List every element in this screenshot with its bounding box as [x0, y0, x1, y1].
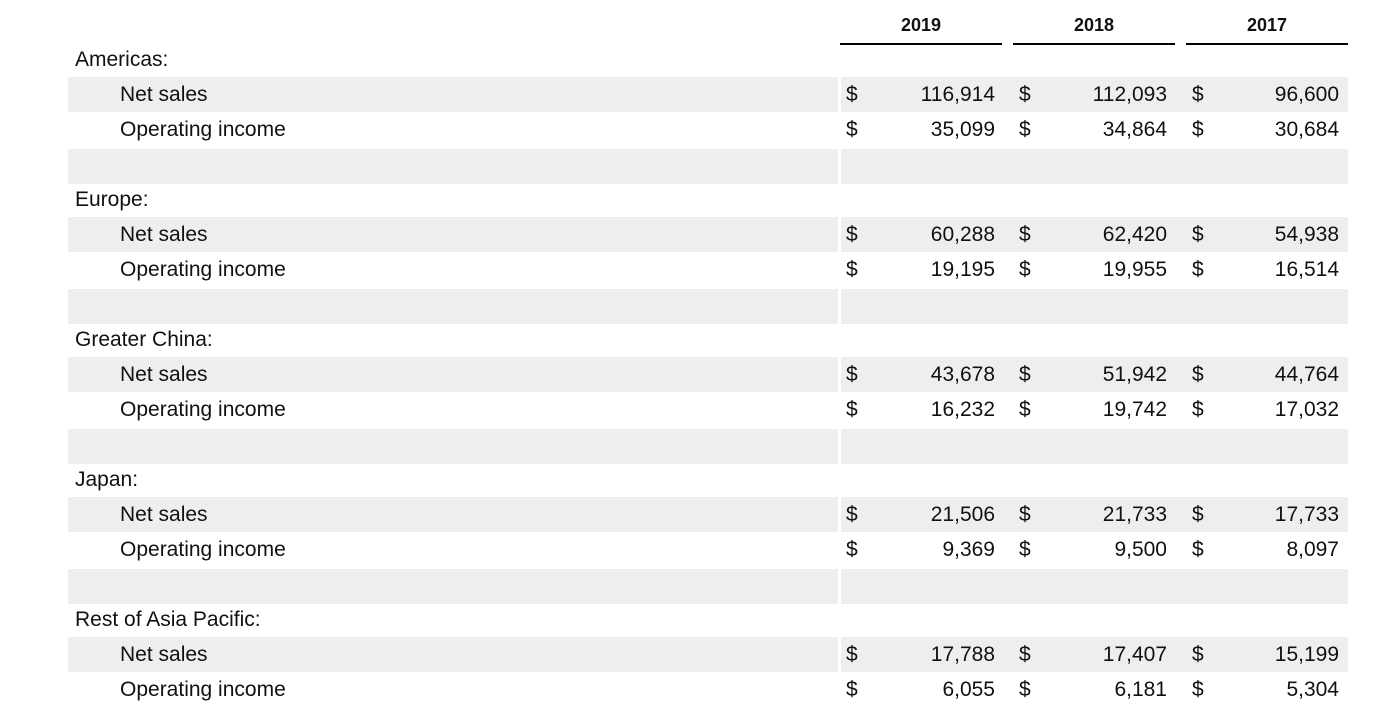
spacer-row — [68, 149, 1348, 184]
currency-symbol: $ — [1192, 223, 1204, 246]
row-label: Operating income — [120, 678, 286, 701]
currency-symbol: $ — [846, 258, 858, 281]
row-label: Operating income — [120, 118, 286, 141]
currency-symbol: $ — [1019, 503, 1031, 526]
value-2019: 43,678 — [930, 363, 995, 386]
currency-symbol: $ — [846, 678, 858, 701]
table-row: Net sales $ 60,288 $ 62,420 $ 54,938 — [68, 217, 1348, 252]
table-row: Operating income $ 9,369 $ 9,500 $ 8,097 — [68, 532, 1348, 567]
currency-symbol: $ — [1019, 83, 1031, 106]
currency-symbol: $ — [846, 503, 858, 526]
currency-symbol: $ — [846, 643, 858, 666]
region-heading-row: Japan: — [68, 462, 1348, 497]
value-2018: 6,181 — [1114, 678, 1167, 701]
table-row: Operating income $ 35,099 $ 34,864 $ 30,… — [68, 112, 1348, 147]
row-label: Net sales — [120, 83, 208, 106]
value-2019: 35,099 — [930, 118, 995, 141]
currency-symbol: $ — [1019, 643, 1031, 666]
region-name: Japan: — [75, 468, 139, 491]
value-2019: 17,788 — [930, 643, 995, 666]
value-2017: 17,032 — [1274, 398, 1339, 421]
table-row: Operating income $ 16,232 $ 19,742 $ 17,… — [68, 392, 1348, 427]
row-label: Net sales — [120, 503, 208, 526]
region-name: Rest of Asia Pacific: — [75, 608, 261, 631]
value-2019: 9,369 — [942, 538, 995, 561]
value-2017: 5,304 — [1286, 678, 1339, 701]
spacer-row — [68, 429, 1348, 464]
region-name: Europe: — [75, 188, 149, 211]
currency-symbol: $ — [846, 83, 858, 106]
value-2018: 51,942 — [1102, 363, 1167, 386]
value-2018: 112,093 — [1092, 83, 1167, 106]
currency-symbol: $ — [1192, 118, 1204, 141]
row-label: Net sales — [120, 223, 208, 246]
value-2018: 17,407 — [1102, 643, 1167, 666]
currency-symbol: $ — [1192, 363, 1204, 386]
value-2017: 8,097 — [1286, 538, 1339, 561]
currency-symbol: $ — [846, 363, 858, 386]
value-2018: 19,955 — [1102, 258, 1167, 281]
row-label: Operating income — [120, 398, 286, 421]
value-2017: 15,199 — [1274, 643, 1339, 666]
currency-symbol: $ — [1192, 398, 1204, 421]
value-2018: 62,420 — [1102, 223, 1167, 246]
value-2018: 21,733 — [1102, 503, 1167, 526]
value-2019: 6,055 — [942, 678, 995, 701]
value-2019: 60,288 — [930, 223, 995, 246]
currency-symbol: $ — [1192, 678, 1204, 701]
value-2019: 116,914 — [920, 83, 995, 106]
column-header-2018: 2018 — [1013, 14, 1175, 45]
value-2019: 16,232 — [930, 398, 995, 421]
table-row: Operating income $ 19,195 $ 19,955 $ 16,… — [68, 252, 1348, 287]
row-label: Operating income — [120, 258, 286, 281]
currency-symbol: $ — [1019, 223, 1031, 246]
row-label: Net sales — [120, 643, 208, 666]
region-heading-row: Rest of Asia Pacific: — [68, 602, 1348, 637]
currency-symbol: $ — [846, 223, 858, 246]
table-row: Net sales $ 116,914 $ 112,093 $ 96,600 — [68, 77, 1348, 112]
region-heading-row: Americas: — [68, 42, 1348, 77]
row-label: Net sales — [120, 363, 208, 386]
region-heading-row: Greater China: — [68, 322, 1348, 357]
currency-symbol: $ — [846, 398, 858, 421]
row-label: Operating income — [120, 538, 286, 561]
column-header-2019: 2019 — [840, 14, 1002, 45]
currency-symbol: $ — [1019, 398, 1031, 421]
value-2017: 30,684 — [1274, 118, 1339, 141]
value-2017: 16,514 — [1274, 258, 1339, 281]
value-2019: 19,195 — [930, 258, 995, 281]
currency-symbol: $ — [1019, 538, 1031, 561]
currency-symbol: $ — [1192, 538, 1204, 561]
currency-symbol: $ — [1019, 363, 1031, 386]
currency-symbol: $ — [1192, 83, 1204, 106]
currency-symbol: $ — [1192, 503, 1204, 526]
spacer-row — [68, 569, 1348, 604]
value-2017: 17,733 — [1274, 503, 1339, 526]
region-name: Greater China: — [75, 328, 213, 351]
value-2017: 54,938 — [1274, 223, 1339, 246]
value-2018: 9,500 — [1114, 538, 1167, 561]
currency-symbol: $ — [1192, 258, 1204, 281]
value-2019: 21,506 — [930, 503, 995, 526]
currency-symbol: $ — [1192, 643, 1204, 666]
value-2018: 19,742 — [1102, 398, 1167, 421]
value-2018: 34,864 — [1102, 118, 1167, 141]
currency-symbol: $ — [846, 118, 858, 141]
column-header-2017: 2017 — [1186, 14, 1348, 45]
value-2017: 96,600 — [1274, 83, 1339, 106]
currency-symbol: $ — [1019, 678, 1031, 701]
region-name: Americas: — [75, 48, 169, 71]
table-row: Operating income $ 6,055 $ 6,181 $ 5,304 — [68, 672, 1348, 707]
table-row: Net sales $ 21,506 $ 21,733 $ 17,733 — [68, 497, 1348, 532]
value-2017: 44,764 — [1274, 363, 1339, 386]
currency-symbol: $ — [846, 538, 858, 561]
currency-symbol: $ — [1019, 118, 1031, 141]
region-heading-row: Europe: — [68, 182, 1348, 217]
table-row: Net sales $ 17,788 $ 17,407 $ 15,199 — [68, 637, 1348, 672]
table-row: Net sales $ 43,678 $ 51,942 $ 44,764 — [68, 357, 1348, 392]
spacer-row — [68, 289, 1348, 324]
currency-symbol: $ — [1019, 258, 1031, 281]
